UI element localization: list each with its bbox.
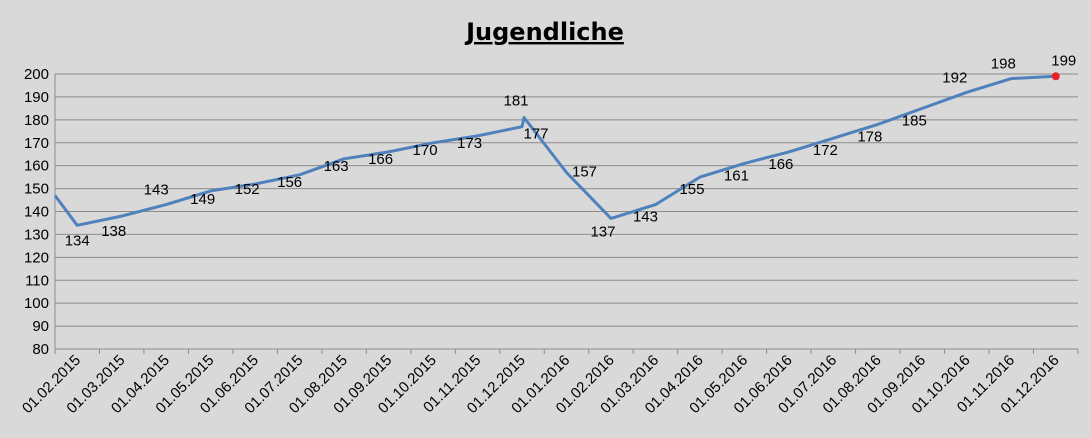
data-label: 173 bbox=[457, 135, 482, 152]
data-label: 152 bbox=[235, 181, 260, 198]
y-tick-label: 140 bbox=[24, 204, 49, 221]
data-label: 157 bbox=[572, 164, 597, 181]
y-tick-label: 130 bbox=[24, 226, 49, 243]
data-label: 172 bbox=[813, 142, 838, 159]
data-label: 166 bbox=[368, 151, 393, 168]
y-tick-label: 110 bbox=[25, 272, 49, 289]
y-tick-label: 150 bbox=[24, 181, 49, 198]
data-label: 137 bbox=[590, 223, 615, 240]
data-label: 156 bbox=[277, 174, 302, 191]
y-tick-label: 120 bbox=[24, 249, 49, 266]
highlight-point bbox=[1051, 72, 1060, 81]
y-axis-ticks: 80 90 100 110 120 130 140 150 160 170 180 190 200 bbox=[24, 66, 49, 358]
y-tick-label: 160 bbox=[24, 158, 49, 175]
data-label: 177 bbox=[524, 126, 549, 143]
y-tick-label: 90 bbox=[32, 318, 49, 335]
data-label: 155 bbox=[679, 181, 704, 198]
x-axis-ticks: 01.02.201501.03.201501.04.201501.05.2015… bbox=[19, 349, 1079, 417]
data-label: 143 bbox=[144, 182, 169, 199]
data-label: 198 bbox=[991, 56, 1016, 73]
y-tick-label: 80 bbox=[32, 341, 49, 358]
data-label: 199 bbox=[1051, 52, 1076, 69]
data-label: 134 bbox=[65, 232, 90, 249]
data-label: 143 bbox=[633, 209, 658, 226]
gridlines bbox=[54, 73, 1078, 350]
data-label: 149 bbox=[190, 191, 215, 208]
data-label: 161 bbox=[724, 167, 749, 184]
data-label: 166 bbox=[768, 156, 793, 173]
y-tick-label: 100 bbox=[24, 295, 49, 312]
y-tick-label: 190 bbox=[24, 89, 49, 106]
data-label: 170 bbox=[413, 142, 438, 159]
data-label: 185 bbox=[902, 112, 927, 129]
data-label: 192 bbox=[942, 69, 967, 86]
data-labels: 134 138 143 149 152 156 163 166 170 173 177 181 157 1… bbox=[65, 52, 1077, 249]
series bbox=[53, 72, 1060, 227]
data-label: 163 bbox=[324, 158, 349, 175]
data-label: 181 bbox=[504, 93, 529, 110]
y-tick-label: 200 bbox=[24, 66, 49, 83]
y-tick-label: 180 bbox=[24, 112, 49, 129]
series-line bbox=[53, 74, 1056, 227]
y-tick-label: 170 bbox=[24, 135, 49, 152]
data-label: 138 bbox=[101, 223, 126, 240]
chart-title: Jugendliche bbox=[464, 18, 624, 46]
data-label: 178 bbox=[857, 128, 882, 145]
